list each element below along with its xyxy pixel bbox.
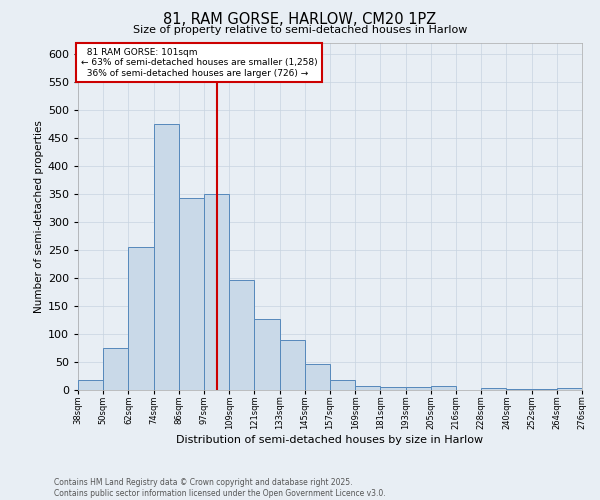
Bar [254,319,280,390]
Text: Size of property relative to semi-detached houses in Harlow: Size of property relative to semi-detach… [133,25,467,35]
Bar [128,247,154,390]
Bar [229,280,254,390]
Text: 81, RAM GORSE, HARLOW, CM20 1PZ: 81, RAM GORSE, HARLOW, CM20 1PZ [163,12,437,28]
Bar [557,388,582,390]
Bar [179,198,204,390]
Bar [204,194,229,390]
Bar [330,380,355,390]
Y-axis label: Number of semi-detached properties: Number of semi-detached properties [34,120,44,312]
Bar [103,348,128,390]
Bar [506,389,532,390]
Bar [380,386,406,390]
Text: 81 RAM GORSE: 101sqm
← 63% of semi-detached houses are smaller (1,258)
  36% of : 81 RAM GORSE: 101sqm ← 63% of semi-detac… [80,48,317,78]
Bar [154,124,179,390]
Bar [406,386,431,390]
Bar [355,386,380,390]
X-axis label: Distribution of semi-detached houses by size in Harlow: Distribution of semi-detached houses by … [176,435,484,445]
Text: Contains HM Land Registry data © Crown copyright and database right 2025.
Contai: Contains HM Land Registry data © Crown c… [54,478,386,498]
Bar [78,380,103,390]
Bar [305,364,330,390]
Bar [280,340,305,390]
Bar [431,386,456,390]
Bar [481,388,506,390]
